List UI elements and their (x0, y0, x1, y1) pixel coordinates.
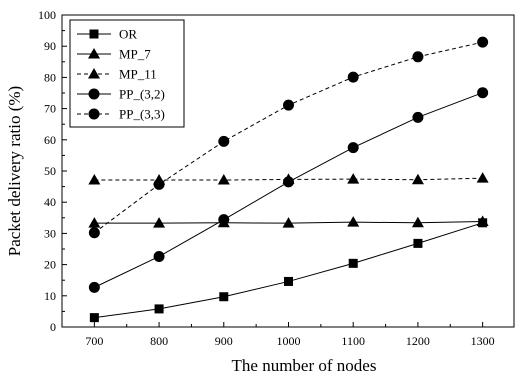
x-axis-label: The number of nodes (232, 356, 377, 375)
data-point (347, 173, 360, 184)
data-point (89, 313, 99, 323)
y-tick-label: 70 (44, 102, 56, 116)
data-point (219, 292, 229, 302)
legend-marker (88, 108, 100, 120)
data-point (347, 71, 359, 83)
data-point (153, 217, 166, 228)
data-point (88, 227, 100, 239)
x-tick-label: 800 (150, 334, 168, 348)
data-point (412, 51, 424, 63)
data-point (413, 238, 423, 248)
y-tick-label: 20 (44, 258, 56, 272)
legend-marker (88, 88, 100, 100)
series-2 (88, 215, 489, 228)
legend: OR MP_7 MP_11 PP_(3,2) PP_(3,3) (69, 19, 185, 128)
data-point (218, 214, 230, 226)
legend-label: PP_(3,3) (119, 107, 165, 122)
x-tick-label: 700 (85, 334, 103, 348)
y-tick-label: 10 (44, 289, 56, 303)
x-tick-label: 1200 (406, 334, 430, 348)
y-tick-label: 40 (44, 195, 56, 209)
data-point (88, 217, 101, 228)
data-point (282, 217, 295, 228)
series-group (88, 36, 489, 323)
legend-label: MP_11 (119, 67, 157, 82)
data-point (347, 142, 359, 154)
y-tick-label: 60 (44, 133, 56, 147)
y-tick-label: 90 (44, 39, 56, 53)
data-point (411, 216, 424, 228)
data-point (476, 172, 489, 183)
y-tick-label: 100 (38, 8, 56, 22)
data-point (88, 281, 100, 293)
axes: 0 10 20 30 40 50 60 70 80 90 100 700 800 900 1000 1100 1… (38, 8, 515, 348)
data-point (88, 174, 101, 185)
legend-label: MP_7 (119, 47, 151, 62)
data-point (154, 304, 164, 314)
legend-label: PP_(3,2) (119, 87, 165, 102)
series-line (94, 222, 483, 319)
x-tick-label: 900 (215, 334, 233, 348)
data-point (477, 36, 489, 48)
y-tick-label: 50 (44, 164, 56, 178)
data-point (347, 216, 360, 227)
data-point (283, 176, 294, 188)
x-tick-label: 1300 (471, 334, 495, 348)
data-point (411, 173, 424, 185)
data-point (153, 178, 165, 190)
series-4 (88, 87, 489, 293)
series-5 (88, 36, 489, 239)
data-point (217, 174, 230, 185)
data-point (218, 135, 230, 147)
legend-marker (88, 68, 100, 79)
y-tick-label: 80 (44, 70, 56, 84)
data-point (284, 276, 293, 286)
data-point (283, 99, 294, 111)
series-1 (89, 218, 488, 323)
data-point (153, 250, 165, 262)
y-tick-label: 30 (44, 226, 56, 240)
x-tick-label: 1100 (341, 334, 365, 348)
data-point (412, 111, 424, 123)
legend-label: OR (119, 27, 137, 42)
data-point (476, 215, 489, 227)
y-tick-label: 0 (50, 320, 56, 334)
x-tick-label: 1000 (277, 334, 301, 348)
y-axis-label: Packet delivery ratio (%) (5, 86, 24, 256)
legend-marker (88, 48, 100, 59)
data-point (477, 87, 489, 99)
legend-marker (89, 29, 99, 39)
legend-box (69, 19, 185, 128)
data-point (348, 258, 358, 268)
